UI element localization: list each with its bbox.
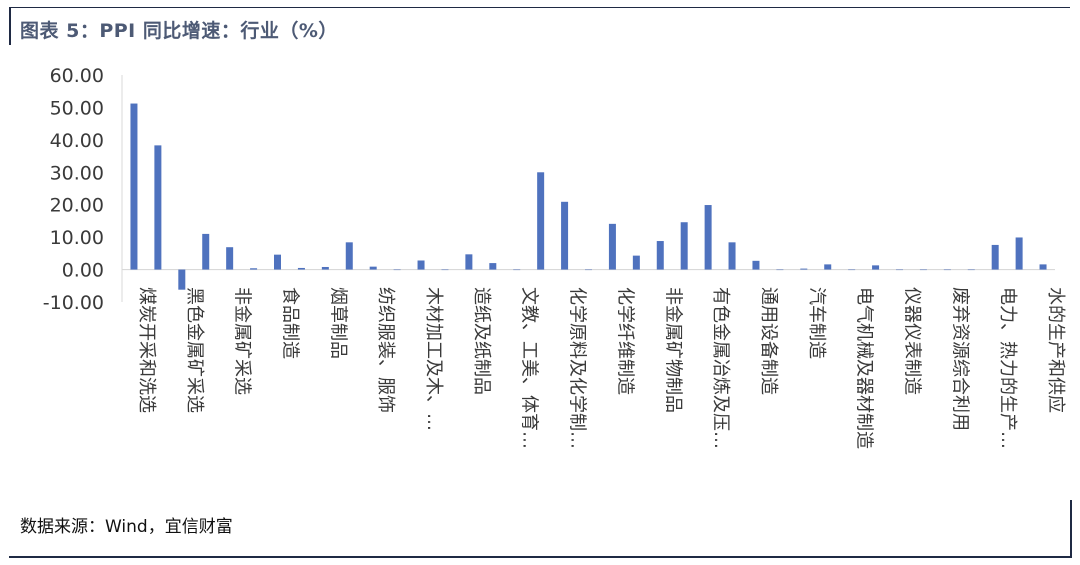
x-tick-label: 煤炭开采和洗选 [136,287,157,413]
bar [274,254,281,270]
bar [441,269,449,271]
bar [967,269,975,271]
frame-left-line [9,7,11,45]
bar [632,255,640,270]
x-tick-label: 化学纤维制造 [614,287,635,395]
x-tick-label: 通用设备制造 [758,287,779,395]
x-tick-label: 仪器仪表制造 [902,287,923,395]
bar [537,172,545,270]
bar [728,242,736,270]
bar [919,269,927,271]
y-tick-label: 40.00 [50,130,104,152]
bar [561,201,569,270]
bar [656,241,664,270]
y-tick-label: 0.00 [62,260,104,282]
bar [369,266,377,270]
bar [393,269,401,271]
bar [226,247,234,270]
bar [680,222,688,270]
bar [345,242,353,270]
y-tick-label: 30.00 [50,162,104,184]
bar [752,260,760,270]
x-axis-labels: 煤炭开采和洗选 黑色金属矿采选 非金属矿采选 食品制造 烟草制品 纺织服装、服饰 木材加工及… [136,287,1066,449]
bar [1039,264,1047,270]
x-tick-label: 电力、热力的生产… [997,287,1018,449]
bar [250,268,258,270]
bar [297,267,305,270]
bar-chart: 60.00 50.00 40.00 30.00 20.00 10.00 0.00 -10.00… [43,65,1066,449]
bar [848,269,856,271]
bar [776,269,784,271]
bar [585,269,592,271]
frame-top-line [9,7,1070,8]
chart-title: 图表 5：PPI 同比增速：行业（%） [20,20,338,42]
bar [1015,237,1023,270]
y-tick-label: 10.00 [50,227,104,249]
x-tick-label: 电气机械及器材制造 [854,287,875,449]
bar [800,268,808,270]
bars [130,103,1047,290]
x-tick-label: 烟草制品 [327,287,348,359]
x-tick-label: 有色金属冶炼及压… [710,287,731,449]
bar [991,244,999,270]
bar [465,254,473,270]
bar [178,269,186,290]
y-axis-labels: 60.00 50.00 40.00 30.00 20.00 10.00 0.00 -10.00 [43,65,104,314]
x-tick-label: 废弃资源综合利用 [949,287,970,431]
frame-bottom-line [9,556,1072,558]
bar [489,263,497,270]
x-tick-label: 木材加工及木、… [423,287,444,431]
source-note: 数据来源：Wind，宜信财富 [20,517,233,537]
x-tick-label: 水的生产和供应 [1045,287,1066,413]
y-tick-label: 50.00 [50,97,104,119]
bar [130,103,138,270]
bar [608,223,616,270]
bar [704,205,712,270]
y-tick-label: -10.00 [43,292,104,314]
x-tick-label: 非金属矿采选 [232,287,253,395]
y-tick-label: 60.00 [50,65,104,87]
bar [154,145,162,270]
x-tick-label: 汽车制造 [806,287,827,359]
bar [872,265,880,270]
x-tick-label: 化学原料及化学制… [567,287,588,449]
bar [513,269,521,271]
x-tick-label: 非金属矿物制品 [662,287,683,413]
bar [417,260,425,270]
bar [824,264,832,270]
bar [896,269,903,271]
frame-right-line [1070,500,1072,558]
bar [943,269,951,271]
bar [202,233,210,270]
x-tick-label: 纺织服装、服饰 [375,287,396,413]
bar [321,266,329,270]
y-tick-label: 20.00 [50,195,104,217]
x-tick-label: 黑色金属矿采选 [184,287,205,413]
x-tick-label: 文教、工美、体育… [519,287,540,449]
x-tick-label: 造纸及纸制品 [471,287,492,395]
x-tick-label: 食品制造 [280,287,301,359]
